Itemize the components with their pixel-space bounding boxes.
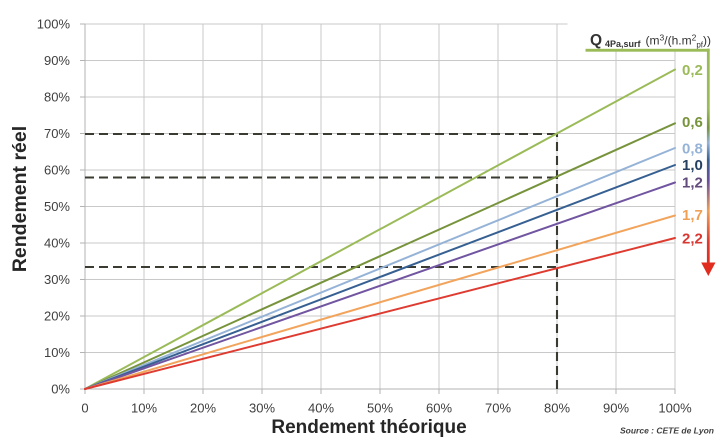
svg-text:80%: 80% — [544, 401, 570, 416]
svg-text:2,2: 2,2 — [682, 230, 703, 247]
svg-text:20%: 20% — [190, 401, 216, 416]
svg-text:4Pa,surf: 4Pa,surf — [605, 39, 642, 49]
svg-text:0,6: 0,6 — [682, 114, 703, 131]
svg-text:1,0: 1,0 — [682, 157, 703, 174]
svg-text:100%: 100% — [658, 401, 692, 416]
svg-text:60%: 60% — [426, 401, 452, 416]
svg-text:30%: 30% — [249, 401, 275, 416]
svg-text:70%: 70% — [485, 401, 511, 416]
svg-text:40%: 40% — [308, 401, 334, 416]
svg-text:Rendement théorique: Rendement théorique — [271, 417, 466, 438]
svg-text:0,8: 0,8 — [682, 140, 703, 157]
svg-text:0: 0 — [81, 401, 88, 416]
svg-text:0%: 0% — [51, 382, 70, 397]
svg-text:0,2: 0,2 — [682, 62, 703, 79]
svg-text:70%: 70% — [44, 126, 70, 141]
svg-text:1,7: 1,7 — [682, 207, 703, 224]
svg-text:Rendement réel: Rendement réel — [9, 126, 31, 272]
svg-text:10%: 10% — [131, 401, 157, 416]
svg-text:10%: 10% — [44, 345, 70, 360]
svg-text:90%: 90% — [603, 401, 629, 416]
svg-text:60%: 60% — [44, 163, 70, 178]
svg-text:50%: 50% — [44, 199, 70, 214]
svg-text:50%: 50% — [367, 401, 393, 416]
svg-text:90%: 90% — [44, 53, 70, 68]
svg-text:80%: 80% — [44, 90, 70, 105]
svg-text:100%: 100% — [37, 17, 71, 32]
svg-text:20%: 20% — [44, 309, 70, 324]
svg-text:30%: 30% — [44, 272, 70, 287]
svg-text:Q: Q — [590, 32, 602, 49]
svg-text:Source : CETE de Lyon: Source : CETE de Lyon — [620, 426, 714, 436]
svg-text:1,2: 1,2 — [682, 174, 703, 191]
svg-text:40%: 40% — [44, 236, 70, 251]
